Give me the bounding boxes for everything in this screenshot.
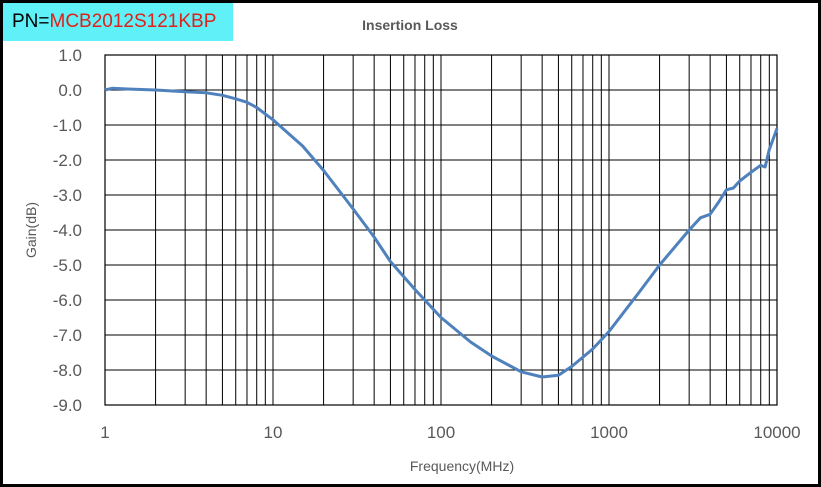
x-tick-label: 10000 [753, 423, 800, 442]
y-tick-label: 1.0 [58, 46, 82, 65]
grid [104, 54, 778, 406]
y-tick-label: -6.0 [53, 291, 82, 310]
y-tick-label: -3.0 [53, 186, 82, 205]
y-tick-label: -4.0 [53, 221, 82, 240]
y-tick-label: -5.0 [53, 256, 82, 275]
y-tick-label: -2.0 [53, 151, 82, 170]
plot-area-border [104, 54, 778, 406]
y-tick-labels: 1.0 0.0 -1.0 -2.0 -3.0 -4.0 -5.0 -6.0 -7.0 -8.0 -9… [53, 46, 82, 415]
chart-title: Insertion Loss [362, 17, 458, 33]
y-tick-label: 0.0 [58, 81, 82, 100]
series-line [104, 86, 779, 379]
part-number-value: MCB2012S121KBP [49, 11, 217, 32]
part-number-label: PN=MCB2012S121KBP [3, 3, 233, 41]
x-axis-label: Frequency(MHz) [410, 458, 514, 474]
part-number-prefix: PN= [12, 11, 50, 32]
x-tick-label: 10 [264, 423, 283, 442]
y-tick-label: -1.0 [53, 116, 82, 135]
y-tick-label: -9.0 [53, 396, 82, 415]
y-tick-label: -7.0 [53, 326, 82, 345]
x-tick-labels: 1 10 100 1000 10000 [100, 423, 800, 442]
x-tick-label: 1 [100, 423, 109, 442]
x-tick-label: 1000 [590, 423, 628, 442]
y-axis-label: Gain(dB) [23, 202, 39, 258]
x-tick-label: 100 [427, 423, 455, 442]
y-tick-label: -8.0 [53, 361, 82, 380]
